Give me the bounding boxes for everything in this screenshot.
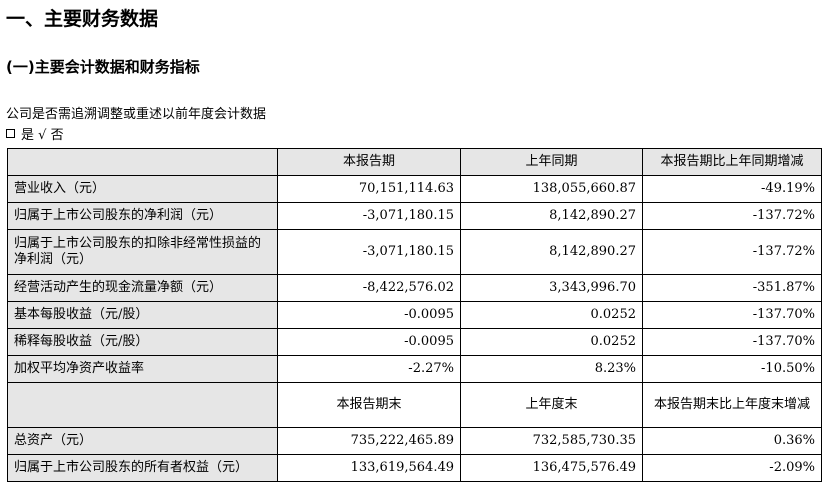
value-cell: -0.0095 — [277, 328, 461, 356]
row-label-cell: 归属于上市公司股东的扣除非经常性损益的净利润（元） — [7, 229, 278, 275]
value-cell: -351.87% — [642, 274, 822, 302]
value-cell: -137.70% — [642, 301, 822, 329]
choice-yes-label: 是 — [21, 128, 35, 143]
table-row: 归属于上市公司股东的所有者权益（元） 133,619,564.49 136,475,… — [7, 454, 822, 482]
section-heading: 一、主要财务数据 — [6, 8, 159, 30]
header-cell: 本报告期末比上年度末增减 — [642, 382, 822, 428]
header-row: 本报告期 上年同期 本报告期比上年同期增减 — [7, 148, 822, 176]
row-label-cell: 营业收入（元） — [7, 175, 278, 203]
value-cell: -137.72% — [642, 202, 822, 230]
row-label-cell: 稀释每股收益（元/股） — [7, 328, 278, 356]
table-row: 归属于上市公司股东的净利润（元） -3,071,180.15 8,142,890.2… — [7, 202, 822, 230]
value-cell: -10.50% — [642, 355, 822, 383]
value-cell: -8,422,576.02 — [277, 274, 461, 302]
header-cell: 本报告期 — [277, 148, 461, 176]
value-cell: -49.19% — [642, 175, 822, 203]
row-label-cell: 归属于上市公司股东的净利润（元） — [7, 202, 278, 230]
value-cell: 136,475,576.49 — [460, 454, 643, 482]
choice-no-label: 否 — [50, 128, 64, 143]
restatement-question: 公司是否需追溯调整或重述以前年度会计数据 — [6, 107, 267, 122]
row-label-cell: 加权平均净资产收益率 — [7, 355, 278, 383]
subsection-heading: (一)主要会计数据和财务指标 — [6, 58, 200, 76]
value-cell: 138,055,660.87 — [460, 175, 643, 203]
checkbox-icon — [6, 129, 15, 138]
table-row: 经营活动产生的现金流量净额（元） -8,422,576.02 3,343,996.7… — [7, 274, 822, 302]
header-cell-empty — [7, 148, 278, 176]
value-cell: -3,071,180.15 — [277, 229, 461, 275]
row-label-cell: 归属于上市公司股东的所有者权益（元） — [7, 454, 278, 482]
header-cell: 上年度末 — [460, 382, 643, 428]
header-cell: 本报告期末 — [277, 382, 461, 428]
financial-data-table: 本报告期 上年同期 本报告期比上年同期增减 营业收入（元） 70,151,114.63 1… — [7, 148, 822, 482]
value-cell: 70,151,114.63 — [277, 175, 461, 203]
value-cell: -2.27% — [277, 355, 461, 383]
value-cell: 3,343,996.70 — [460, 274, 643, 302]
row-label-cell: 总资产（元） — [7, 427, 278, 455]
value-cell: 8,142,890.27 — [460, 202, 643, 230]
value-cell: -2.09% — [642, 454, 822, 482]
table-row: 稀释每股收益（元/股） -0.0095 0.0252 -137.70% — [7, 328, 822, 356]
header-cell: 本报告期比上年同期增减 — [642, 148, 822, 176]
header-row: 本报告期末 上年度末 本报告期末比上年度末增减 — [7, 382, 822, 428]
value-cell: -0.0095 — [277, 301, 461, 329]
value-cell: 0.0252 — [460, 301, 643, 329]
value-cell: 8.23% — [460, 355, 643, 383]
checkmark-icon: √ — [38, 128, 47, 143]
header-cell: 上年同期 — [460, 148, 643, 176]
value-cell: -137.70% — [642, 328, 822, 356]
value-cell: 735,222,465.89 — [277, 427, 461, 455]
row-label-cell: 基本每股收益（元/股） — [7, 301, 278, 329]
value-cell: -3,071,180.15 — [277, 202, 461, 230]
table-row: 归属于上市公司股东的扣除非经常性损益的净利润（元） -3,071,180.15 8,… — [7, 229, 822, 275]
value-cell: 0.36% — [642, 427, 822, 455]
value-cell: 0.0252 — [460, 328, 643, 356]
value-cell: 133,619,564.49 — [277, 454, 461, 482]
value-cell: -137.72% — [642, 229, 822, 275]
table-row: 总资产（元） 735,222,465.89 732,585,730.35 0.36% — [7, 427, 822, 455]
header-cell-empty — [7, 382, 278, 428]
table-row: 加权平均净资产收益率 -2.27% 8.23% -10.50% — [7, 355, 822, 383]
value-cell: 8,142,890.27 — [460, 229, 643, 275]
restatement-choice: 是 √ 否 — [6, 124, 64, 143]
table-row: 基本每股收益（元/股） -0.0095 0.0252 -137.70% — [7, 301, 822, 329]
row-label-cell: 经营活动产生的现金流量净额（元） — [7, 274, 278, 302]
table-row: 营业收入（元） 70,151,114.63 138,055,660.87 -49.19… — [7, 175, 822, 203]
value-cell: 732,585,730.35 — [460, 427, 643, 455]
